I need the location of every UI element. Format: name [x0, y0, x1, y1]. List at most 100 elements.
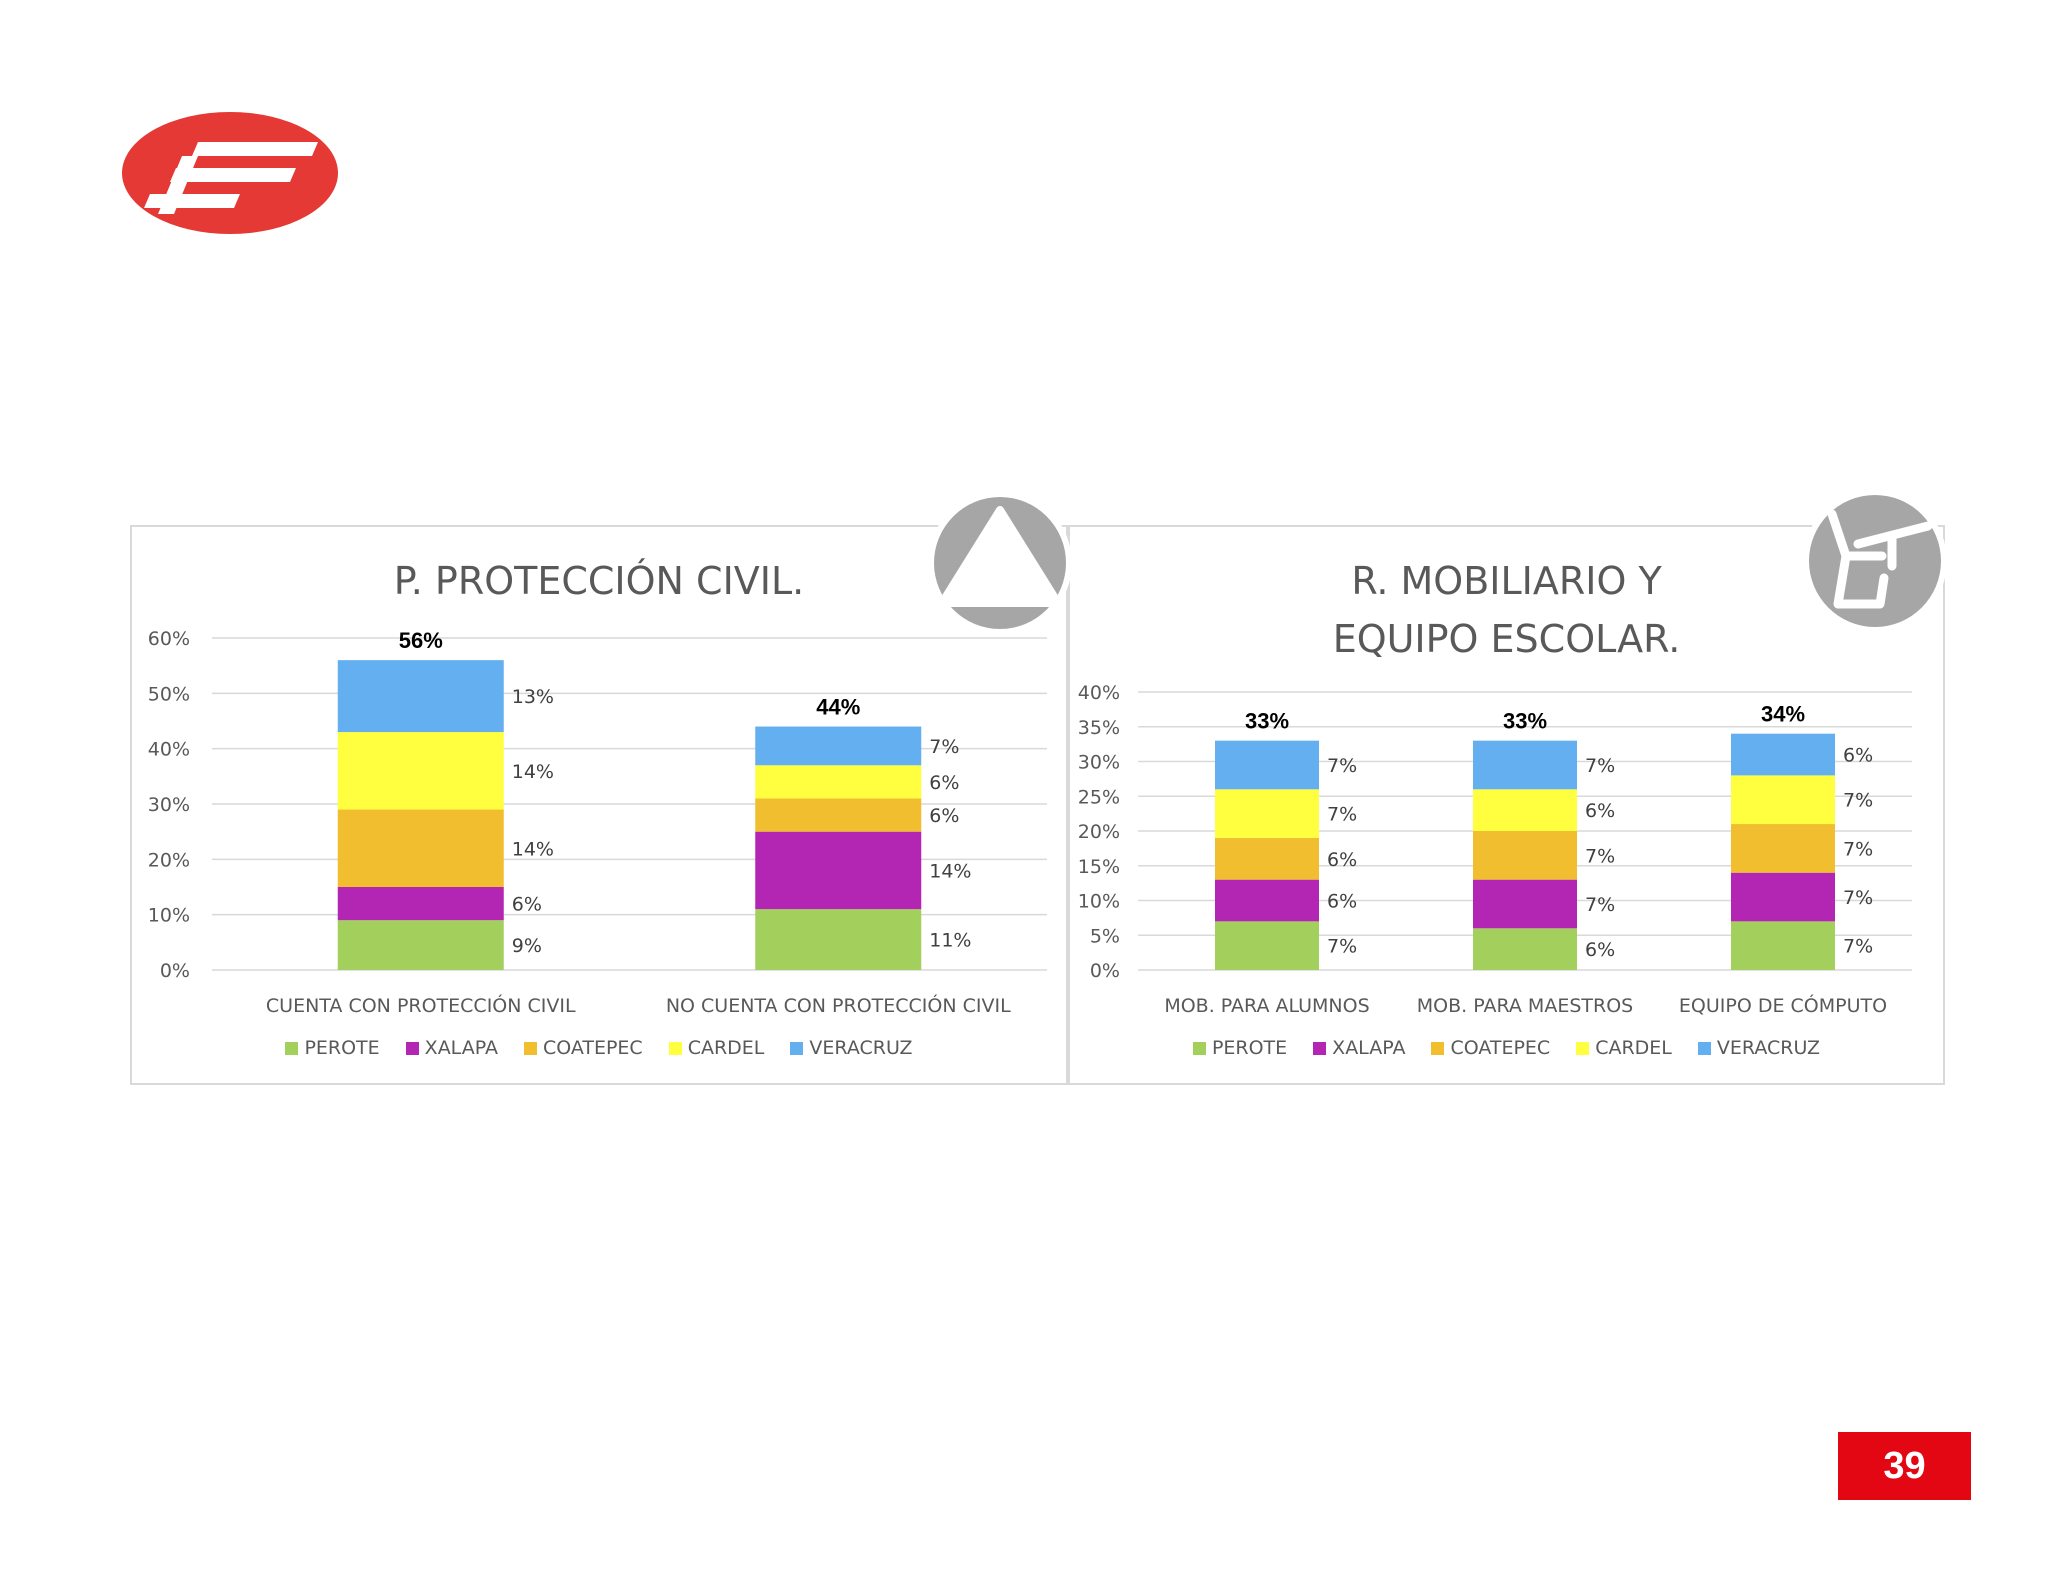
data-label: 6%: [1327, 849, 1357, 871]
bar-segment: [337, 732, 504, 810]
y-tick-label: 30%: [148, 794, 190, 816]
y-tick-label: 10%: [1078, 891, 1120, 913]
data-label: 7%: [1327, 936, 1357, 958]
bar-segment: [337, 809, 504, 887]
data-label: 7%: [1327, 804, 1357, 826]
chart-title-line-1: R. MOBILIARIO Y: [1351, 559, 1662, 603]
legend-label: PEROTE: [304, 1037, 380, 1059]
y-tick-label: 35%: [1078, 717, 1120, 739]
bar-segment: [1731, 775, 1835, 825]
x-category-label: MOB. PARA MAESTROS: [1417, 995, 1633, 1017]
bar-segment: [337, 660, 504, 733]
data-label: 7%: [1585, 755, 1615, 777]
total-label: 33%: [1245, 709, 1289, 734]
stacked-bar-chart-mobiliario: 0% 5% 10% 15% 20% 25% 30% 35% 40% 7% 6% 6% 7% 7% 33% MO…: [1078, 682, 1912, 1017]
chart-legend: PEROTE XALAPA COATEPEC CARDEL VERACRUZ: [1070, 1037, 1943, 1059]
total-label: 44%: [816, 695, 860, 720]
x-category-label: MOB. PARA ALUMNOS: [1164, 995, 1369, 1017]
legend-item-veracruz: VERACRUZ: [1697, 1037, 1821, 1059]
data-label: 14%: [512, 761, 554, 783]
logo: [122, 112, 338, 234]
data-label: 7%: [1843, 887, 1873, 909]
legend-label: VERACRUZ: [809, 1037, 913, 1059]
legend-label: XALAPA: [424, 1037, 498, 1059]
chart-legend: PEROTE XALAPA COATEPEC CARDEL VERACRUZ: [132, 1037, 1066, 1059]
total-label: 56%: [399, 628, 443, 653]
data-label: 7%: [1843, 838, 1873, 860]
data-label: 11%: [929, 930, 971, 952]
data-label: 7%: [929, 736, 959, 758]
legend-item-coatepec: COATEPEC: [1431, 1037, 1550, 1059]
y-tick-label: 15%: [1078, 856, 1120, 878]
data-label: 7%: [1585, 894, 1615, 916]
legend-label: COATEPEC: [542, 1037, 643, 1059]
y-tick-label: 5%: [1090, 925, 1120, 947]
y-tick-label: 50%: [148, 683, 190, 705]
warning-triangle-icon: [928, 491, 1072, 635]
bar-segment: [1473, 879, 1577, 929]
bar-segment: [1731, 824, 1835, 873]
y-tick-label: 30%: [1078, 752, 1120, 774]
legend-swatch: [1576, 1041, 1590, 1055]
y-tick-label: 60%: [148, 628, 190, 650]
y-tick-label: 20%: [1078, 821, 1120, 843]
legend-label: XALAPA: [1332, 1037, 1406, 1059]
bar-segment: [1215, 789, 1319, 838]
legend-item-xalapa: XALAPA: [1313, 1037, 1405, 1059]
y-tick-label: 0%: [160, 960, 190, 982]
bar-segment: [1731, 872, 1835, 922]
legend-item-perote: PEROTE: [285, 1037, 380, 1059]
y-tick-label: 0%: [1090, 960, 1120, 982]
legend-item-cardel: CARDEL: [1576, 1037, 1672, 1059]
legend-swatch: [1313, 1041, 1327, 1055]
chart-panel-proteccion-civil: P. PROTECCIÓN CIVIL. 0% 10% 20% 30% 40% 50% 60…: [130, 525, 1068, 1085]
legend-item-xalapa: XALAPA: [405, 1037, 498, 1059]
bar-segment: [1215, 921, 1319, 970]
page-number: 39: [1838, 1432, 1971, 1500]
data-label: 13%: [512, 686, 554, 708]
data-label: 6%: [929, 805, 959, 827]
data-label: 9%: [512, 935, 542, 957]
bar-segment: [1473, 831, 1577, 880]
bar-segment: [755, 798, 922, 832]
legend-item-cardel: CARDEL: [668, 1037, 765, 1059]
bar-segment: [755, 831, 922, 910]
legend-item-perote: PEROTE: [1192, 1037, 1288, 1059]
bar-segment: [755, 765, 922, 799]
bar-segment: [337, 920, 504, 970]
school-desk-chair-icon: [1803, 489, 1947, 633]
y-tick-label: 20%: [148, 849, 190, 871]
bar-segment: [755, 726, 922, 766]
data-label: 6%: [1843, 745, 1873, 767]
data-label: 6%: [929, 772, 959, 794]
legend-swatch: [668, 1041, 682, 1055]
bar-segment: [1731, 921, 1835, 970]
data-label: 14%: [512, 838, 554, 860]
data-label: 7%: [1585, 845, 1615, 867]
bar-segment: [1215, 837, 1319, 880]
bar-segment: [1215, 740, 1319, 790]
stacked-bar-chart-proteccion-civil: 0% 10% 20% 30% 40% 50% 60% 9% 6% 14% 14% 13% 56% CUEN…: [148, 628, 1047, 1017]
bar-segment: [755, 909, 922, 970]
bar-segment: [1215, 879, 1319, 922]
y-tick-label: 10%: [148, 905, 190, 927]
data-label: 14%: [929, 860, 971, 882]
legend-swatch: [405, 1041, 419, 1055]
bar-segment: [1473, 789, 1577, 831]
total-label: 33%: [1503, 709, 1547, 734]
legend-label: PEROTE: [1211, 1037, 1288, 1059]
legend-swatch: [790, 1041, 804, 1055]
legend-label: VERACRUZ: [1716, 1037, 1821, 1059]
legend-label: CARDEL: [1595, 1037, 1672, 1059]
data-label: 6%: [1585, 800, 1615, 822]
legend-item-coatepec: COATEPEC: [523, 1037, 643, 1059]
data-label: 6%: [1327, 891, 1357, 913]
y-tick-label: 40%: [148, 739, 190, 761]
data-label: 7%: [1843, 790, 1873, 812]
legend-label: CARDEL: [687, 1037, 765, 1059]
legend-label: COATEPEC: [1450, 1037, 1551, 1059]
legend-swatch: [1192, 1041, 1206, 1055]
data-label: 7%: [1843, 936, 1873, 958]
y-tick-label: 25%: [1078, 786, 1120, 808]
bar-segment: [1731, 733, 1835, 776]
